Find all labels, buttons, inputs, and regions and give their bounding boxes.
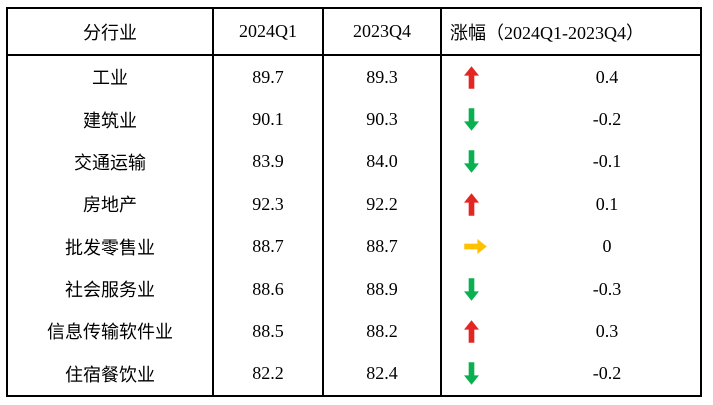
- header-change: 涨幅（2024Q1-2023Q4）: [450, 22, 644, 43]
- change-cell: 0: [442, 226, 700, 268]
- table-row-7: 住宿餐饮业 82.2 82.4 -0.2: [8, 352, 700, 395]
- change-value: -0.3: [592, 278, 622, 299]
- value-2023q4-cell: 88.9: [324, 267, 442, 311]
- value-2023q4-cell: 84.0: [324, 140, 442, 184]
- table-row-3: 房地产 92.3 92.2 0.1: [8, 183, 700, 226]
- trend-arrow-down-icon: [442, 277, 500, 301]
- trend-arrow-down-icon: [442, 362, 500, 386]
- change-cell: -0.1: [442, 141, 700, 183]
- value-2024q1-cell: 92.3: [214, 183, 324, 226]
- value-2023q4-cell: 90.3: [324, 98, 442, 141]
- industry-name-cell: 建筑业: [8, 98, 214, 141]
- change-value: -0.2: [592, 109, 622, 130]
- value-2024q1-cell: 88.7: [214, 225, 324, 268]
- table-row-0: 工业 89.7 89.3 0.4: [8, 56, 700, 99]
- change-cell: 0.4: [442, 56, 700, 98]
- value-2024q1-cell: 88.5: [214, 310, 324, 353]
- industry-name-cell: 批发零售业: [8, 225, 214, 268]
- industry-name-cell: 社会服务业: [8, 267, 214, 311]
- change-cell: 0.3: [442, 310, 700, 352]
- value-2023q4-cell: 88.7: [324, 225, 442, 268]
- table-row-1: 建筑业 90.1 90.3 -0.2: [8, 98, 700, 141]
- value-2024q1-cell: 90.1: [214, 98, 324, 141]
- table-row-2: 交通运输 83.9 84.0 -0.1: [8, 140, 700, 184]
- table-header-row: 分行业 2024Q1 2023Q4 涨幅（2024Q1-2023Q4）: [8, 9, 700, 56]
- value-2024q1-cell: 83.9: [214, 140, 324, 184]
- industry-name-cell: 信息传输软件业: [8, 310, 214, 353]
- trend-arrow-flat-icon: [442, 239, 500, 255]
- table-row-6: 信息传输软件业 88.5 88.2 0.3: [8, 310, 700, 353]
- trend-arrow-up-icon: [442, 320, 500, 343]
- change-cell: -0.3: [442, 268, 700, 310]
- change-value: 0: [602, 236, 612, 257]
- industry-name-cell: 工业: [8, 56, 214, 99]
- change-value: 0.4: [595, 66, 619, 87]
- change-value: -0.1: [592, 151, 622, 172]
- trend-arrow-down-icon: [442, 108, 500, 131]
- trend-arrow-up-icon: [442, 65, 500, 89]
- value-2024q1-cell: 89.7: [214, 56, 324, 99]
- value-2023q4-cell: 82.4: [324, 352, 442, 395]
- change-value: -0.2: [592, 363, 622, 384]
- value-2024q1-cell: 82.2: [214, 352, 324, 395]
- trend-arrow-down-icon: [442, 150, 500, 174]
- change-value: 0.1: [595, 193, 619, 214]
- header-2023q4: 2023Q4: [324, 9, 442, 54]
- industry-name-cell: 交通运输: [8, 140, 214, 184]
- value-2024q1-cell: 88.6: [214, 267, 324, 311]
- value-2023q4-cell: 92.2: [324, 183, 442, 226]
- industry-name-cell: 住宿餐饮业: [8, 352, 214, 395]
- value-2023q4-cell: 89.3: [324, 56, 442, 99]
- change-cell: 0.1: [442, 183, 700, 225]
- change-cell: -0.2: [442, 98, 700, 140]
- table-row-4: 批发零售业 88.7 88.7 0: [8, 225, 700, 268]
- table-row-5: 社会服务业 88.6 88.9 -0.3: [8, 267, 700, 311]
- value-2023q4-cell: 88.2: [324, 310, 442, 353]
- industry-index-table: 分行业 2024Q1 2023Q4 涨幅（2024Q1-2023Q4） 工业 8…: [6, 7, 702, 397]
- change-cell: -0.2: [442, 353, 700, 395]
- header-industry: 分行业: [8, 9, 214, 54]
- change-value: 0.3: [595, 320, 619, 341]
- header-2024q1: 2024Q1: [214, 9, 324, 54]
- industry-name-cell: 房地产: [8, 183, 214, 226]
- trend-arrow-up-icon: [442, 193, 500, 216]
